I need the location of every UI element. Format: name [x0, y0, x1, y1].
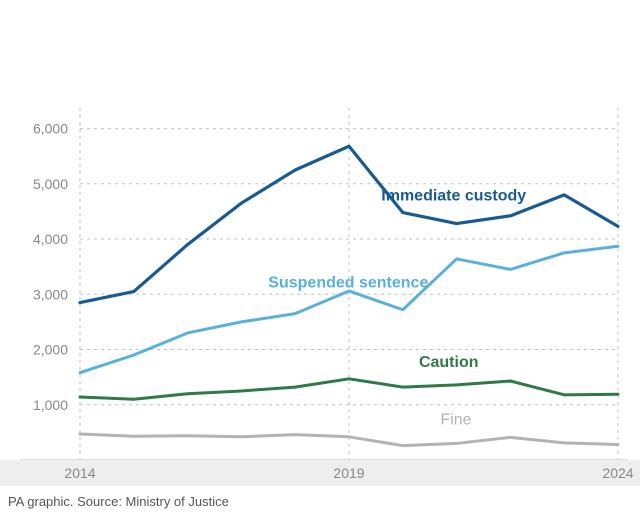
svg-text:1,000: 1,000: [33, 397, 68, 413]
line-chart-plot: 1,000 2,000 3,000 4,000 5,000 6,000 2014 2019 20…: [0, 0, 640, 517]
svg-text:2024: 2024: [602, 465, 633, 481]
svg-text:Fine: Fine: [440, 412, 471, 429]
svg-text:4,000: 4,000: [33, 231, 68, 247]
svg-text:Immediate custody: Immediate custody: [381, 187, 526, 204]
svg-text:5,000: 5,000: [33, 176, 68, 192]
chart-source: PA graphic. Source: Ministry of Justice: [8, 494, 229, 509]
chart-container: Possession of knife/sharp instrument in …: [0, 0, 640, 517]
svg-text:6,000: 6,000: [33, 121, 68, 137]
svg-text:2014: 2014: [64, 465, 95, 481]
svg-text:2,000: 2,000: [33, 342, 68, 358]
svg-text:Suspended sentence: Suspended sentence: [268, 275, 428, 292]
svg-text:Caution: Caution: [419, 354, 479, 371]
svg-text:2019: 2019: [333, 465, 364, 481]
svg-text:3,000: 3,000: [33, 286, 68, 302]
